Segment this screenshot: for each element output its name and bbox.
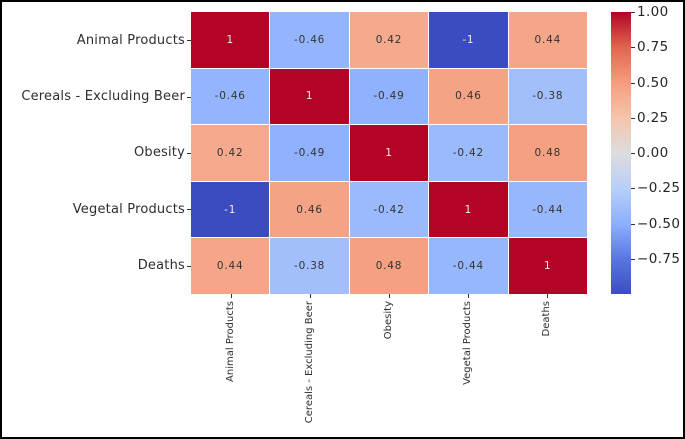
cell-value: 0.48: [534, 146, 562, 159]
x-tick-label: Vegetal Products: [462, 301, 474, 385]
heatmap-cell: 0.48: [508, 125, 587, 181]
colorbar-tick-mark: [631, 47, 635, 49]
cell-value: 1: [544, 260, 552, 273]
heatmap-cell: -0.42: [429, 125, 508, 181]
heatmap-cell: 1: [349, 125, 429, 181]
y-tick-mark: [187, 96, 191, 98]
colorbar-tick-label: 0.00: [637, 145, 669, 161]
heatmap-cell: -0.46: [270, 12, 349, 68]
cell-value: -0.38: [532, 90, 564, 103]
cell-value: -0.38: [294, 260, 326, 273]
x-tick-mark: [309, 294, 311, 298]
x-tick-mark: [389, 294, 390, 298]
cell-value: 0.46: [296, 203, 323, 216]
x-tick-label: Cereals - Excluding Beer: [303, 301, 315, 424]
cell-value: -1: [462, 33, 475, 46]
colorbar-tick-mark: [631, 12, 635, 13]
y-tick-mark: [187, 265, 191, 267]
colorbar-tick-mark: [631, 153, 635, 154]
cell-value: -0.49: [373, 90, 405, 103]
x-tick-mark: [468, 294, 470, 298]
cell-value: 1: [305, 90, 314, 103]
heatmap-cell: -0.38: [508, 68, 587, 125]
colorbar-tick-label: 0.25: [637, 109, 669, 126]
heatmap-cell: 0.46: [429, 68, 508, 125]
heatmap-cell: 1: [270, 68, 349, 125]
cell-value: 0.44: [216, 260, 244, 273]
heatmap-cell: 1: [508, 238, 587, 294]
colorbar-tick-label: 0.75: [637, 39, 669, 56]
heatmap-cell: 0.44: [508, 12, 587, 68]
heatmap-grid: 1 -0.46 0.42 -1 0.44 -0.46 1 -0.49 0.46 -0.38 0.42…: [191, 12, 587, 294]
cell-value: 1: [464, 203, 473, 216]
cell-value: 1: [385, 146, 393, 159]
x-tick-label: Animal Products: [224, 301, 236, 382]
x-tick-mark: [230, 294, 232, 298]
cell-value: 0.42: [375, 33, 403, 46]
colorbar-tick-mark: [631, 82, 635, 84]
colorbar-tick-label: −0.25: [637, 180, 681, 197]
cell-value: -0.42: [452, 146, 484, 159]
heatmap-cell: -0.44: [508, 181, 587, 238]
x-tick-mark: [547, 294, 549, 298]
heatmap-cell: 0.42: [349, 12, 429, 68]
y-tick-label: Animal Products: [76, 32, 185, 48]
y-tick-label: Obesity: [133, 145, 185, 161]
y-tick-label: Vegetal Products: [72, 201, 185, 217]
colorbar-tick-label: 0.50: [637, 74, 669, 91]
heatmap-cell: -0.49: [270, 125, 349, 181]
cell-value: -0.42: [373, 203, 405, 216]
colorbar-tick-mark: [631, 223, 635, 225]
colorbar-tick-mark: [631, 188, 635, 190]
heatmap-cell: 1: [429, 181, 508, 238]
y-tick-mark: [187, 40, 191, 42]
y-tick-label: Cereals - Excluding Beer: [21, 89, 185, 105]
heatmap-cell: -0.49: [349, 68, 429, 125]
colorbar-tick-mark: [631, 117, 635, 119]
heatmap-cell: 0.48: [349, 238, 429, 294]
x-tick-label: Deaths: [541, 301, 553, 337]
heatmap-cell: -0.46: [191, 68, 270, 125]
cell-value: 0.46: [455, 90, 482, 103]
colorbar: [611, 12, 631, 294]
cell-value: 0.42: [216, 146, 244, 159]
y-tick-mark: [187, 209, 191, 211]
heatmap-cell: -0.42: [349, 181, 429, 238]
cell-value: -1: [224, 203, 237, 216]
cell-value: 0.48: [375, 260, 403, 273]
colorbar-tick-label: 1.00: [637, 4, 669, 20]
x-tick-label: Obesity: [383, 301, 394, 340]
y-tick-mark: [187, 153, 191, 154]
cell-value: -0.44: [532, 203, 564, 216]
heatmap-cell: 1: [191, 12, 270, 68]
heatmap-cell: -1: [191, 181, 270, 238]
heatmap-cell: 0.44: [191, 238, 270, 294]
colorbar-tick-label: −0.50: [637, 215, 681, 232]
heatmap-cell: -1: [429, 12, 508, 68]
cell-value: -0.46: [214, 90, 246, 103]
heatmap-cell: -0.44: [429, 238, 508, 294]
cell-value: -0.44: [452, 260, 484, 273]
cell-value: -0.46: [294, 33, 326, 46]
cell-value: -0.49: [294, 146, 326, 159]
cell-value: 0.44: [534, 33, 562, 46]
heatmap-cell: -0.38: [270, 238, 349, 294]
colorbar-tick-label: −0.75: [637, 250, 681, 267]
heatmap-cell: 0.46: [270, 181, 349, 238]
cell-value: 1: [226, 33, 234, 46]
colorbar-tick-mark: [631, 258, 635, 260]
y-tick-label: Deaths: [137, 258, 185, 274]
heatmap-cell: 0.42: [191, 125, 270, 181]
